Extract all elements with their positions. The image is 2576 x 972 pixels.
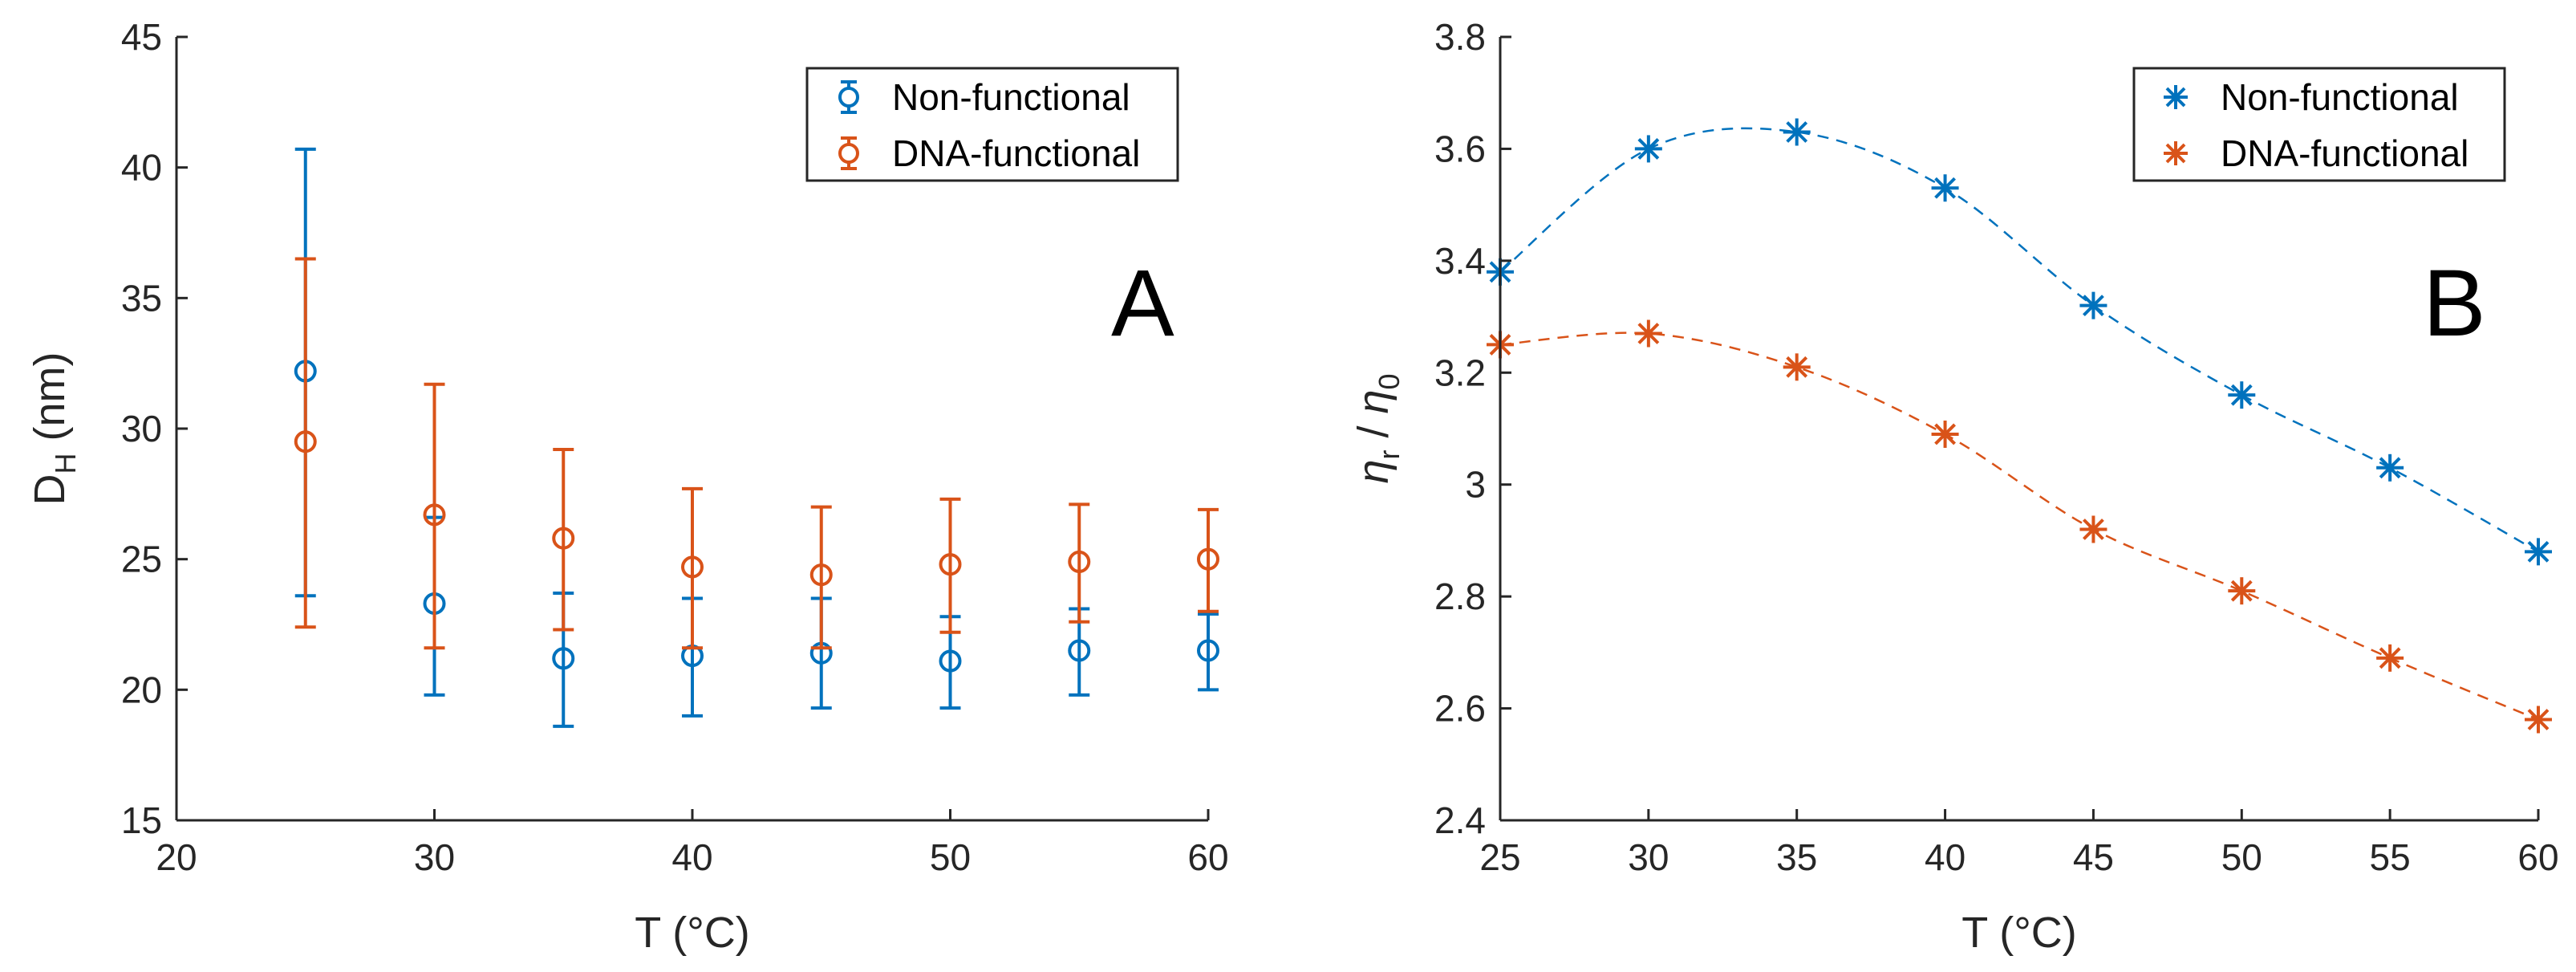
panel-a-y-tick-label: 35	[121, 277, 162, 319]
panel-b-legend-box	[2132, 67, 2506, 182]
panel-b: 25 30 35 40 45 50 55 60 2.4 2.6 2.8 3 3.2 3.4 3.6 3.8 T…	[1349, 16, 2559, 957]
panel-b-fit-curve-non-functional	[1499, 127, 2539, 553]
panel-b-x-tick-label: 50	[2221, 836, 2262, 878]
panel-a-x-tick-label: 50	[930, 836, 971, 878]
panel-a-legend-entry-non-functional: Non-functional	[838, 76, 1130, 118]
panel-b-legend: Non-functional DNA-functional	[2132, 67, 2506, 182]
circle-marker	[809, 563, 833, 587]
panel-a-legend-box	[805, 67, 1179, 182]
panel-b-label: B	[2423, 250, 2486, 356]
circle-marker	[1068, 550, 1091, 573]
panel-a-x-tick-label: 30	[414, 836, 455, 878]
panel-b-x-tick-label: 45	[2073, 836, 2114, 878]
panel-a-point-dna-functional	[1197, 507, 1219, 613]
panel-b-y-tick-label: 3.2	[1434, 352, 1486, 393]
panel-b-y-tick-label: 2.8	[1434, 575, 1486, 617]
panel-b-point-non-functional	[1783, 118, 1811, 146]
panel-a-x-tick-label: 20	[156, 836, 197, 878]
circle-marker	[423, 503, 446, 527]
circle-marker	[1197, 639, 1219, 662]
panel-a-y-tick-label: 30	[121, 408, 162, 449]
panel-a-y-tick-label: 25	[121, 539, 162, 580]
circle-marker	[681, 555, 704, 579]
panel-a-point-dna-functional	[809, 505, 833, 650]
panel-b-ticks: 25 30 35 40 45 50 55 60 2.4 2.6 2.8 3 3.2 3.4 3.6 3.8	[1434, 16, 2559, 878]
panel-a-x-tick-label: 40	[671, 836, 712, 878]
legend-asterisk-marker-icon	[2164, 141, 2188, 165]
panel-a-point-dna-functional	[552, 448, 575, 632]
circle-marker	[939, 553, 962, 576]
legend-circle-marker-icon	[838, 143, 859, 164]
panel-a-label: A	[1111, 250, 1174, 356]
panel-b-point-non-functional	[2525, 538, 2552, 566]
panel-a-legend-label-non-functional: Non-functional	[892, 76, 1130, 118]
circle-marker	[294, 430, 317, 453]
panel-a-point-dna-functional	[294, 257, 317, 629]
panel-b-x-axis-title: T (°C)	[1961, 909, 2077, 957]
panel-b-point-dna-functional	[1931, 420, 1959, 448]
panel-b-x-tick-label: 55	[2370, 836, 2411, 878]
panel-b-legend-label-non-functional: Non-functional	[2221, 76, 2459, 118]
panel-b-point-non-functional	[2079, 291, 2107, 319]
panel-b-legend-entry-dna-functional: DNA-functional	[2164, 132, 2468, 174]
circle-marker	[552, 527, 575, 550]
panel-a-legend: Non-functional DNA-functional	[805, 67, 1179, 182]
panel-b-y-tick-label: 2.6	[1434, 688, 1486, 730]
panel-b-legend-entry-non-functional: Non-functional	[2164, 76, 2459, 118]
panel-b-point-dna-functional	[2079, 515, 2107, 543]
panel-b-y-tick-label: 3	[1465, 464, 1486, 506]
panel-b-x-tick-label: 60	[2517, 836, 2558, 878]
panel-b-point-non-functional	[2376, 453, 2404, 482]
panel-a-point-non-functional	[1197, 612, 1219, 692]
circle-marker	[552, 647, 575, 670]
circle-marker	[1197, 547, 1219, 571]
panel-b-x-tick-label: 40	[1925, 836, 1965, 878]
panel-b-legend-label-dna-functional: DNA-functional	[2221, 132, 2468, 174]
panel-b-x-tick-label: 30	[1628, 836, 1669, 878]
panel-a-x-tick-label: 60	[1187, 836, 1228, 878]
panel-b-plot-area	[1487, 118, 2552, 734]
panel-b-point-dna-functional	[2376, 644, 2404, 672]
panel-a-y-tick-label: 15	[121, 799, 162, 841]
panel-a-legend-entry-dna-functional: DNA-functional	[838, 132, 1140, 174]
panel-a-point-dna-functional	[423, 382, 446, 650]
panel-b-point-dna-functional	[1783, 353, 1811, 381]
panel-b-y-tick-label: 3.6	[1434, 128, 1486, 169]
panel-b-fit-curve-dna-functional	[1499, 331, 2539, 721]
panel-b-point-non-functional	[1931, 174, 1959, 202]
panel-a-y-tick-label: 40	[121, 147, 162, 189]
panel-b-y-tick-label: 2.4	[1434, 799, 1486, 841]
panel-a-x-axis-title: T (°C)	[635, 909, 750, 957]
panel-a-y-tick-label: 20	[121, 669, 162, 710]
circle-marker	[939, 649, 962, 673]
panel-b-point-dna-functional	[2525, 706, 2552, 734]
panel-a-plot-area	[294, 147, 1219, 728]
legend-asterisk-marker-icon	[2164, 85, 2188, 109]
panel-b-y-axis-title: ηr / η0	[1349, 373, 1406, 483]
panel-a-legend-label-dna-functional: DNA-functional	[892, 132, 1140, 174]
panel-a-point-dna-functional	[1068, 502, 1091, 624]
circle-marker	[1068, 639, 1091, 662]
panel-a-point-dna-functional	[939, 497, 962, 634]
panel-a-point-dna-functional	[681, 486, 704, 650]
panel-b-y-tick-label: 3.8	[1434, 16, 1486, 58]
panel-a-y-axis-title: DH (nm)	[26, 352, 82, 506]
panel-b-x-tick-label: 25	[1479, 836, 1520, 878]
panel-b-point-non-functional	[2228, 381, 2256, 409]
legend-circle-marker-icon	[838, 87, 859, 108]
panel-b-y-tick-label: 3.4	[1434, 240, 1486, 282]
panel-b-point-dna-functional	[2228, 577, 2256, 605]
panel-b-point-non-functional	[1634, 135, 1662, 163]
panel-b-point-dna-functional	[1634, 319, 1662, 348]
panel-a-y-tick-label: 45	[121, 16, 162, 58]
panel-b-x-tick-label: 35	[1776, 836, 1817, 878]
